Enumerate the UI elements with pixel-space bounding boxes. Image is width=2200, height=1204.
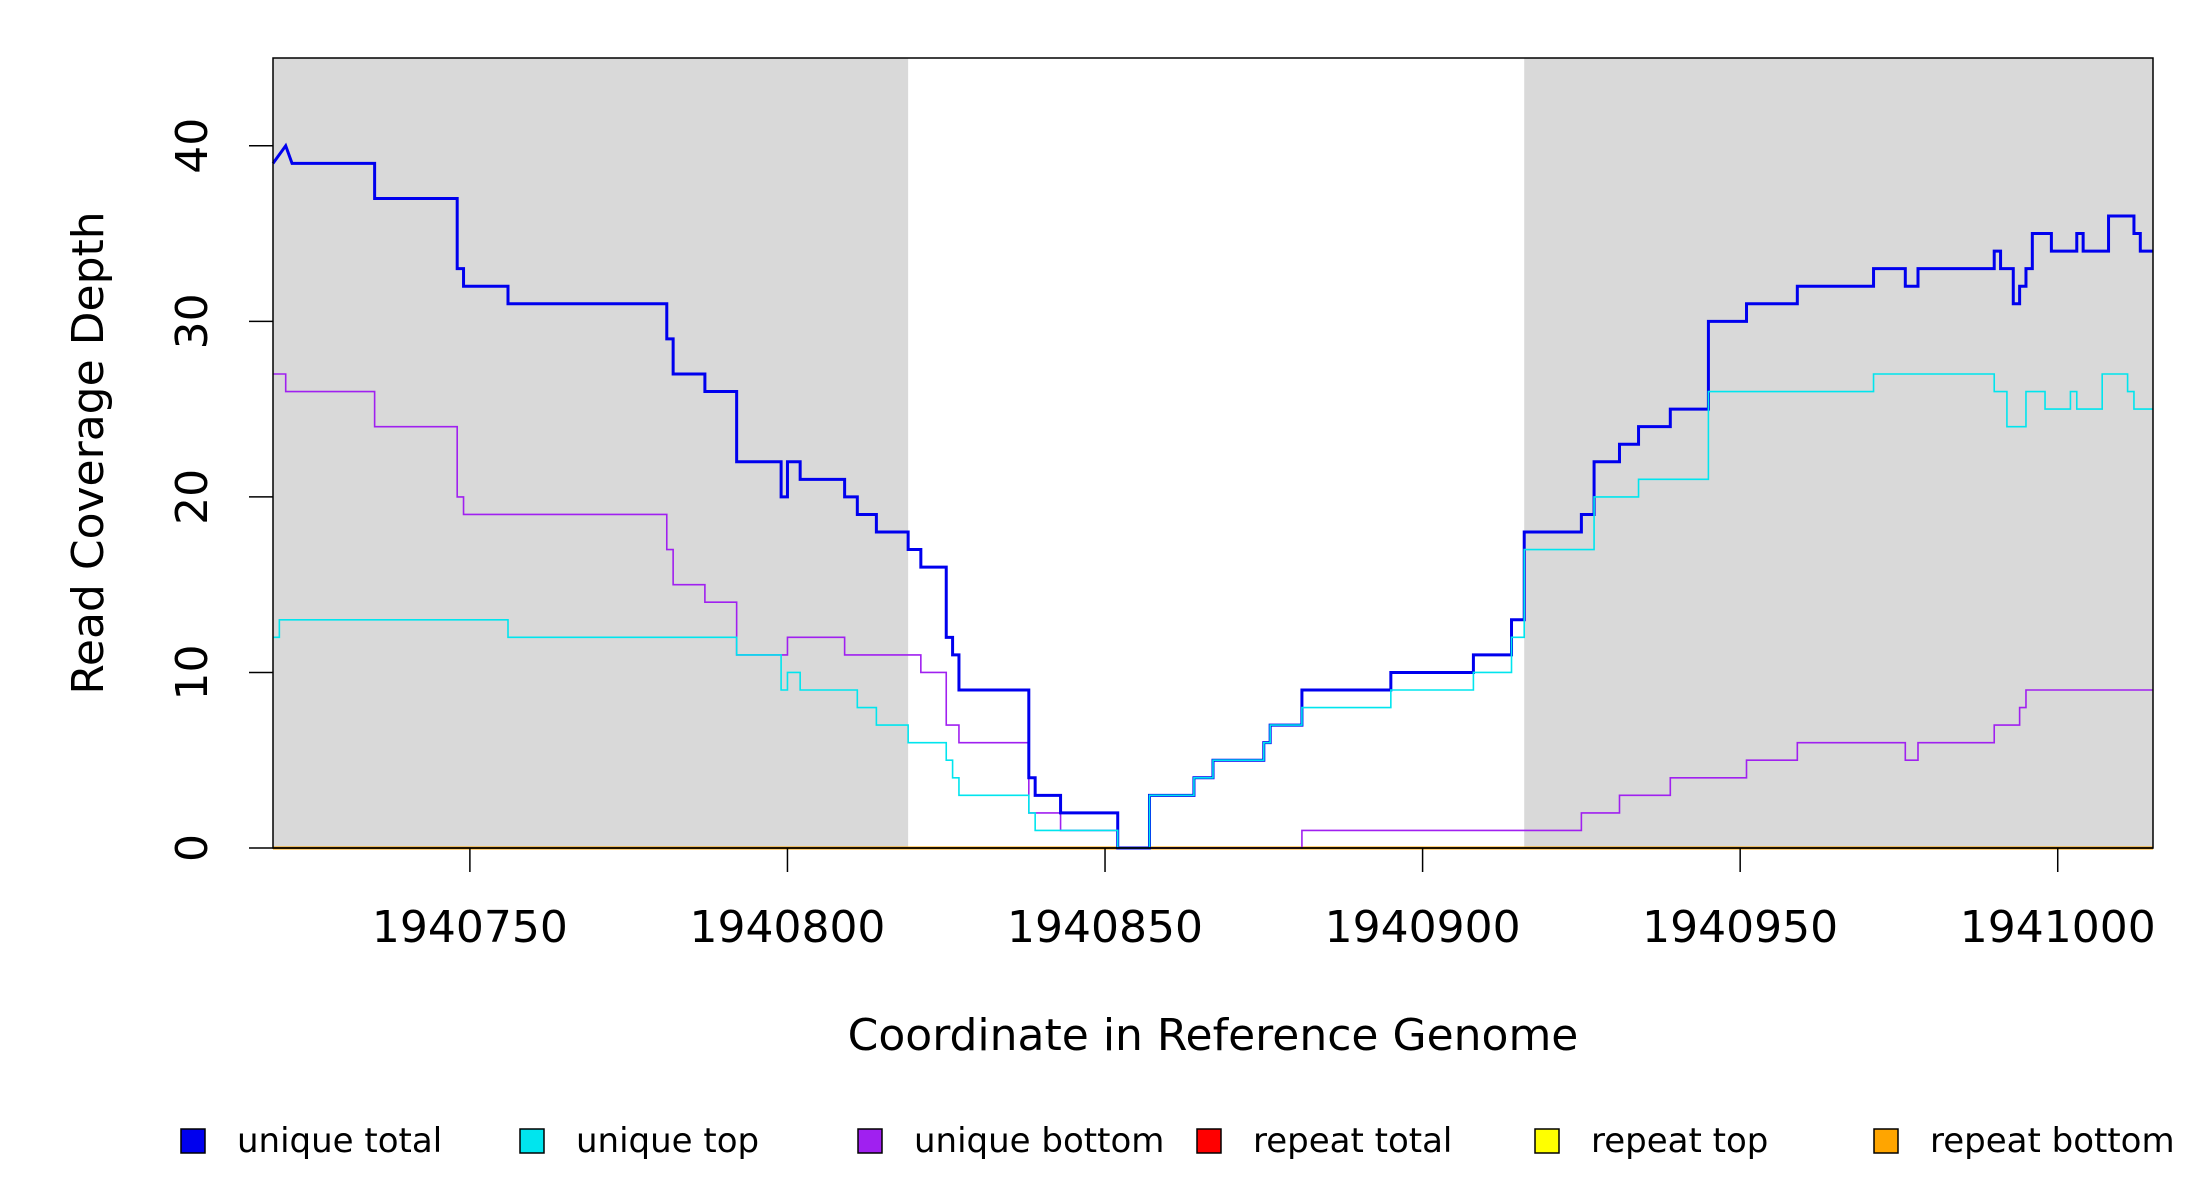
x-tick-label: 1941000 — [1960, 902, 2156, 953]
legend-label: repeat top — [1591, 1121, 1768, 1161]
legend-label: unique bottom — [914, 1121, 1164, 1161]
y-tick-label: 30 — [167, 293, 218, 349]
legend-label: repeat bottom — [1930, 1121, 2175, 1161]
legend-swatch — [1534, 1128, 1560, 1154]
x-axis-label: Coordinate in Reference Genome — [848, 1010, 1579, 1061]
legend: unique total unique top unique bottom repea… — [180, 1121, 2175, 1161]
x-tick-label: 1940850 — [1007, 902, 1203, 953]
y-tick-label: 20 — [167, 469, 218, 525]
series-line-unique-top — [273, 373, 2153, 849]
x-ticks: 1940750 1940800 1940850 1940900 1940950 19410… — [372, 848, 2156, 953]
y-tick-label: 40 — [167, 118, 218, 174]
shaded-region-2 — [1524, 58, 2153, 848]
y-axis-label: Read Coverage Depth — [63, 211, 114, 694]
legend-label: repeat total — [1253, 1121, 1452, 1161]
legend-label: unique top — [576, 1121, 759, 1161]
x-tick-label: 1940750 — [372, 902, 568, 953]
legend-swatch — [1196, 1128, 1222, 1154]
shaded-regions — [273, 58, 2153, 848]
y-tick-label: 10 — [167, 644, 218, 700]
legend-swatch — [180, 1128, 206, 1154]
legend-swatch — [519, 1128, 545, 1154]
shaded-region-1 — [273, 58, 909, 848]
legend-swatch — [857, 1128, 883, 1154]
legend-label: unique total — [237, 1121, 442, 1161]
x-tick-label: 1940900 — [1325, 902, 1521, 953]
x-tick-label: 1940950 — [1642, 902, 1838, 953]
y-ticks: 0 10 20 30 40 — [167, 118, 273, 862]
x-tick-label: 1940800 — [689, 902, 885, 953]
y-tick-label: 0 — [167, 834, 218, 862]
legend-swatch — [1873, 1128, 1899, 1154]
